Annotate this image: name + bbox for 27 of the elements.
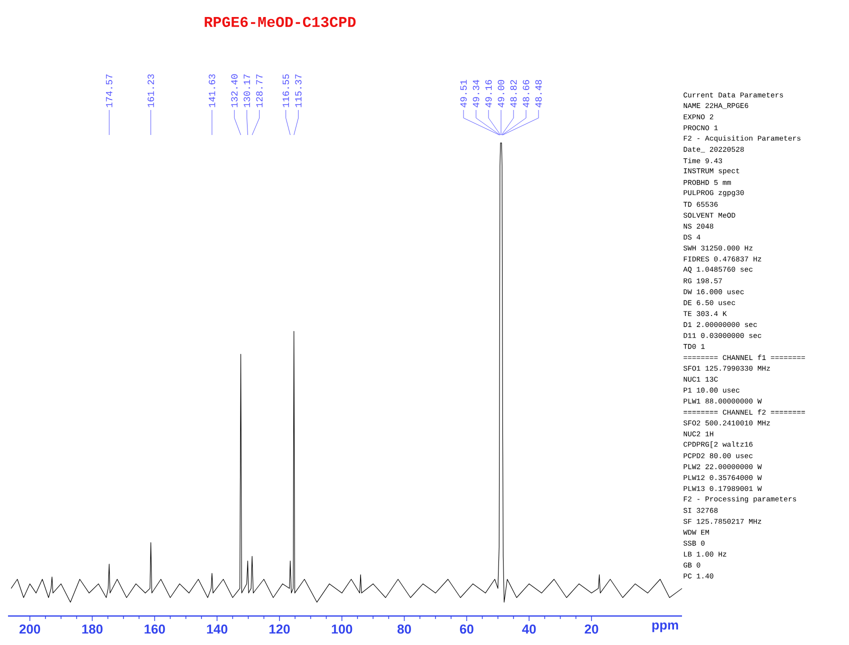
annotation: 141.63 (208, 74, 216, 108)
annotation: 128.77 (256, 74, 263, 108)
x-tick-label: 80 (397, 624, 411, 634)
x-tick-label: 40 (522, 624, 536, 634)
x-tick-label: 140 (207, 624, 228, 634)
x-tick-label: 100 (332, 624, 352, 634)
annotation: 49.51 (460, 80, 467, 108)
annotation: 115.37 (295, 74, 302, 108)
annotation: 49.34 (472, 80, 480, 108)
annotation: 132.40 (231, 74, 238, 108)
x-tick-label: 180 (82, 624, 103, 634)
x-tick-label: 120 (269, 624, 290, 634)
x-tick-label: 60 (460, 624, 474, 634)
chart-title: RPGE6-MeOD-C13CPD (204, 16, 356, 28)
x-axis-title: ppm (652, 622, 678, 632)
x-tick-label: 20 (584, 624, 598, 634)
annotation: 116.55 (282, 74, 290, 108)
annotation: 48.82 (510, 80, 517, 108)
annotation: 48.66 (522, 80, 530, 108)
annotation: 48.48 (535, 80, 542, 108)
annotation: 174.57 (106, 74, 112, 108)
annotation: 49.00 (498, 80, 504, 108)
x-tick-label: 160 (144, 624, 165, 634)
annotation: 49.16 (485, 80, 492, 108)
annotation: 130.17 (244, 74, 250, 108)
annotation: 161.23 (148, 74, 154, 108)
x-tick-label: 200 (19, 624, 40, 634)
